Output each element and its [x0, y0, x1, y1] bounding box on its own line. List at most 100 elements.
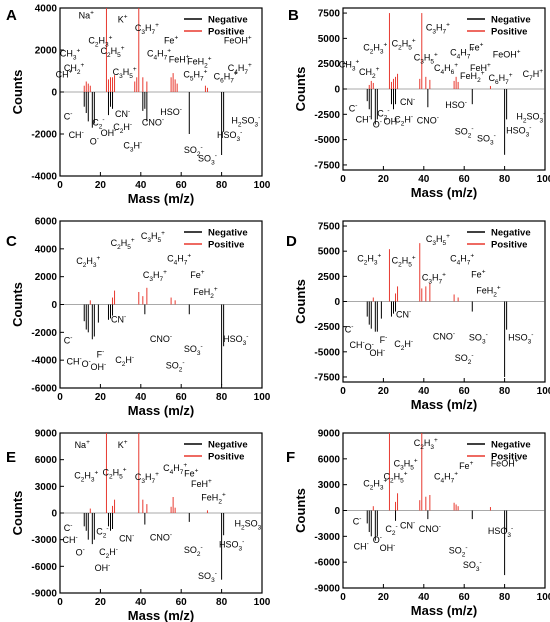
- peak-annotation: FeOH+: [493, 49, 521, 60]
- y-tick-label: 5000: [318, 247, 341, 258]
- series-negative: [366, 510, 508, 576]
- x-axis-label: Mass (m/z): [128, 191, 194, 206]
- x-tick-label: 80: [499, 592, 511, 603]
- x-tick-label: 60: [176, 597, 188, 608]
- peak-annotation: SO3-: [198, 152, 217, 166]
- peak-annotation: O-: [365, 341, 374, 352]
- x-tick-label: 40: [418, 592, 430, 603]
- peak-annotation: Fe+: [471, 268, 486, 279]
- x-tick-label: 80: [216, 180, 228, 191]
- y-tick-label: -7500: [314, 372, 340, 383]
- x-tick-label: 80: [216, 392, 228, 403]
- peak-annotation: Fe+: [459, 460, 474, 471]
- peak-annotation: SO3-: [469, 332, 488, 346]
- y-tick-label: 4000: [35, 4, 58, 15]
- x-axis-label: Mass (m/z): [411, 185, 477, 200]
- peak-annotation: C2-: [92, 117, 104, 131]
- series-positive: [89, 433, 208, 513]
- peak-annotation: FeH+: [169, 54, 190, 65]
- peak-annotation: FeH2+: [187, 56, 212, 70]
- peak-annotation: OH-: [380, 542, 396, 553]
- peak-annotation: CH-: [69, 129, 84, 140]
- x-tick-label: 20: [95, 392, 107, 403]
- y-tick-label: 2500: [318, 272, 341, 283]
- peak-annotation: C2H-: [115, 354, 134, 368]
- peak-annotation: C5H7+: [183, 68, 207, 82]
- peak-annotation: O-: [373, 534, 382, 545]
- legend-label-negative: Negative: [208, 15, 248, 26]
- y-tick-label: 5000: [318, 34, 341, 45]
- peak-annotation: C4H7+: [167, 252, 191, 266]
- peak-annotation: OH-: [95, 562, 111, 573]
- peak-annotation: C-: [64, 110, 73, 121]
- peak-annotation: C-: [349, 102, 358, 113]
- peak-annotation: C3H7+: [426, 21, 450, 35]
- x-tick-label: 100: [537, 592, 550, 603]
- x-tick-label: 40: [135, 392, 147, 403]
- peak-annotation: CNO-: [419, 523, 441, 534]
- peak-annotation: C3H-: [123, 140, 142, 154]
- peak-annotation: Fe+: [164, 35, 179, 46]
- x-tick-label: 20: [95, 180, 107, 191]
- peak-annotation: FeOH+: [224, 35, 252, 46]
- peak-annotation: HSO3-: [223, 333, 248, 347]
- peak-annotation: C3H5+: [394, 458, 418, 472]
- x-tick-label: 100: [537, 386, 550, 397]
- peak-annotation: FeH2+: [460, 70, 485, 84]
- peak-annotation: Na+: [75, 439, 91, 450]
- peak-annotation: SO2-: [455, 352, 474, 366]
- peak-annotation: FeH+: [191, 478, 212, 489]
- peak-annotation: FeH2+: [193, 286, 218, 300]
- y-tick-label: -2000: [31, 130, 57, 141]
- peak-annotation: CH+: [56, 68, 73, 79]
- x-tick-label: 100: [537, 174, 550, 185]
- y-tick-label: 7500: [318, 9, 341, 20]
- y-axis-label: Counts: [10, 282, 25, 327]
- y-tick-label: -2000: [31, 328, 57, 339]
- peak-annotation: CH3+: [60, 47, 81, 61]
- peak-annotation: SO3-: [477, 133, 496, 147]
- x-tick-label: 80: [216, 597, 228, 608]
- y-tick-label: 0: [51, 88, 57, 99]
- x-tick-label: 20: [378, 592, 390, 603]
- peak-annotation: O-: [373, 118, 382, 129]
- panel-label: E: [6, 449, 16, 466]
- x-tick-label: 60: [459, 174, 471, 185]
- y-tick-label: -4000: [31, 172, 57, 183]
- series-positive: [89, 287, 176, 305]
- x-tick-label: 40: [418, 174, 430, 185]
- peak-annotation: C2H5+: [383, 471, 407, 485]
- series-negative: [83, 513, 225, 580]
- peak-annotation: CNO-: [433, 331, 455, 342]
- y-tick-label: 6000: [318, 454, 341, 465]
- peak-annotation: SO3-: [184, 343, 203, 357]
- peak-annotation: OH-: [370, 347, 386, 358]
- peak-annotation: HSO3-: [217, 129, 242, 143]
- peak-annotation: OH-: [384, 115, 400, 126]
- x-tick-label: 80: [499, 386, 511, 397]
- series-positive: [372, 433, 491, 511]
- y-tick-label: -9000: [31, 589, 57, 600]
- peak-annotation: CNO-: [150, 532, 172, 543]
- peak-annotation: C2-: [385, 523, 397, 537]
- peak-annotation: C4H7+: [228, 62, 252, 76]
- peak-annotation: C2H5+: [100, 45, 124, 59]
- y-tick-label: 0: [334, 297, 340, 308]
- peak-annotation: C4H7+: [147, 47, 171, 61]
- y-tick-label: 4000: [35, 244, 58, 255]
- peak-annotation: C2H-: [113, 121, 132, 135]
- peak-annotation: C2H3+: [74, 469, 98, 483]
- legend-label-positive: Positive: [491, 27, 527, 38]
- y-axis-label: Counts: [293, 488, 308, 533]
- peak-annotation: CH-: [350, 339, 365, 350]
- y-tick-label: -3000: [314, 532, 340, 543]
- peak-annotation: C4H7+: [450, 47, 474, 61]
- y-tick-label: 0: [51, 509, 57, 520]
- peak-annotation: C4H7+: [450, 252, 474, 266]
- peak-annotation: HSO3-: [488, 525, 513, 539]
- peak-annotation: SO3-: [463, 559, 482, 573]
- peak-annotation: FeH2+: [201, 492, 226, 506]
